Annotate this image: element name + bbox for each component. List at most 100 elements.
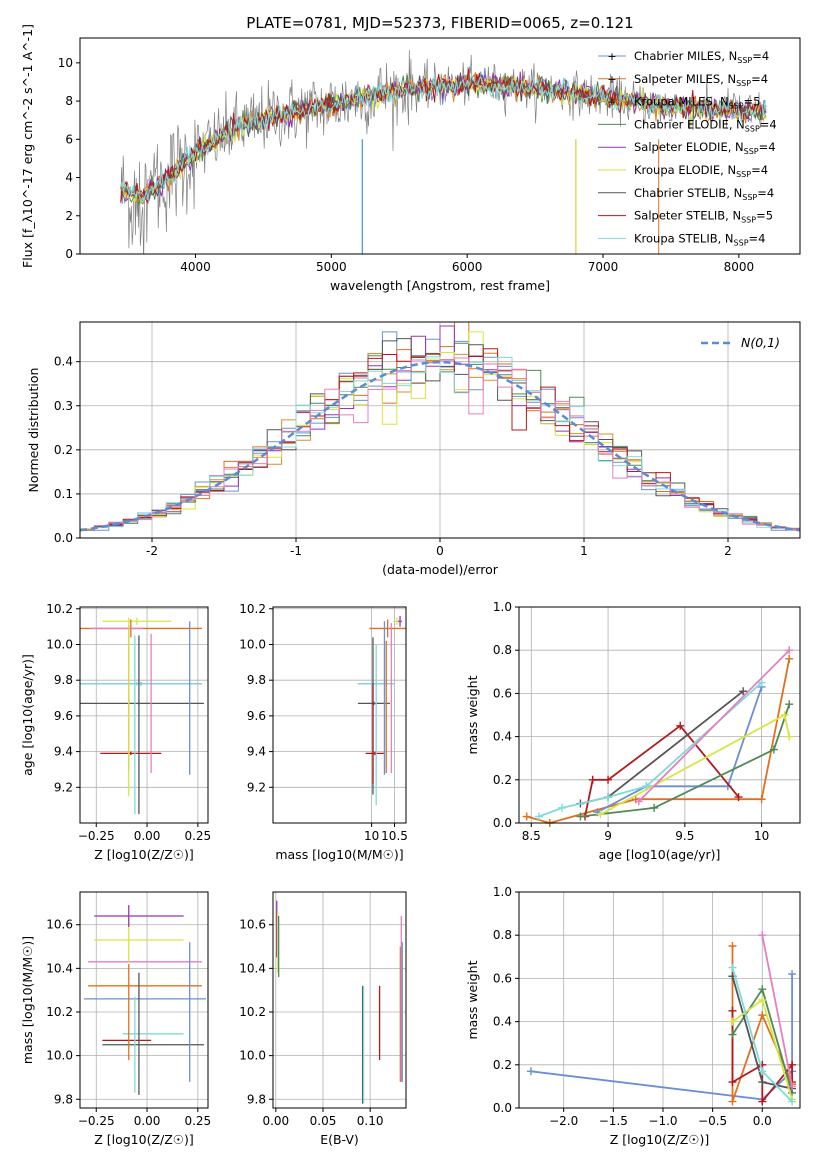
y-tick-label: 10.0 [239, 637, 266, 651]
legend-entry: Chabrier MILES, NSSP=4 [634, 49, 769, 65]
mass-weight-marker [576, 812, 585, 821]
normal-distribution-curve [80, 360, 800, 532]
y-tick-label: 0.2 [493, 1058, 512, 1072]
mass-weight-marker [758, 1097, 767, 1106]
legend-entry: Kroupa MILES, NSSP=5 [634, 95, 760, 111]
x-tick-label: 7000 [588, 260, 619, 274]
y-tick-label: 9.6 [54, 709, 73, 723]
y-tick-label: 9.8 [54, 673, 73, 687]
legend-marker: + [607, 73, 616, 86]
y-tick-label: 10.2 [46, 1005, 73, 1019]
y-tick-label: 0.4 [493, 730, 512, 744]
x-tick-label: 8.5 [522, 829, 541, 843]
mass-weight-marker [728, 1006, 737, 1015]
x-tick-label: 10 [754, 829, 769, 843]
x-tick-label: −1.5 [599, 1114, 628, 1128]
y-tick-label: 1.0 [493, 885, 512, 899]
y-tick-label: 10.0 [46, 1049, 73, 1063]
spectrum-legend: + Chabrier MILES, NSSP=4 + Salpeter MILES, … [598, 49, 777, 247]
y-tick-label: 0.2 [54, 443, 73, 457]
mass-weight-marker [728, 1097, 737, 1106]
y-tick-label: 0.4 [493, 1015, 512, 1029]
mass-weight-vs-metallicity-panel: −2.0 −1.5 −1.0 −0.5 0.0 0.0 0.2 0.4 0.6 0.8 1.0 Z [… [465, 885, 801, 1147]
mass-weight-vs-age-panel: 8.5 9 9.5 10 0.0 0.2 0.4 0.6 0.8 1.0 age [log10(ag… [465, 600, 801, 862]
mass-weight-marker [522, 812, 531, 821]
y-tick-label: 10.2 [239, 1005, 266, 1019]
y-tick-label: 0.2 [493, 773, 512, 787]
legend-marker: + [607, 96, 616, 109]
x-tick-label: 0.25 [184, 1114, 211, 1128]
mass-weight-marker [758, 1078, 767, 1087]
x-axis-label: mass [log10(M/M☉)] [275, 847, 403, 862]
mass-weight-marker [650, 803, 659, 812]
plot-area [80, 322, 800, 538]
x-tick-label: 0.00 [262, 1114, 289, 1128]
y-tick-label: 10.2 [239, 602, 266, 616]
axes-frame [79, 891, 209, 1109]
y-tick-label: 9.2 [247, 780, 266, 794]
histogram-step [80, 356, 800, 538]
y-tick-label: 4 [65, 171, 73, 185]
mass-weight-marker [596, 810, 605, 819]
x-tick-label: 0.00 [134, 1114, 161, 1128]
plot-area [276, 900, 403, 1104]
y-tick-label: 0 [65, 247, 73, 261]
legend-entry: Kroupa STELIB, NSSP=4 [634, 231, 765, 247]
axes-frame [79, 606, 209, 824]
mass-weight-marker [634, 797, 643, 806]
y-tick-label: 10.6 [239, 918, 266, 932]
y-tick-label: 9.4 [54, 745, 73, 759]
y-tick-label: 10.4 [46, 961, 73, 975]
legend-marker: + [607, 50, 616, 63]
y-axis-label: mass weight [465, 675, 480, 754]
y-tick-label: 8 [65, 94, 73, 108]
legend-entry: Chabrier ELODIE, NSSP=4 [634, 117, 777, 133]
x-tick-label: -2 [146, 544, 158, 558]
y-tick-label: 0.4 [54, 355, 73, 369]
x-axis-label: E(B-V) [320, 1132, 359, 1147]
axes-frame [518, 606, 801, 824]
y-tick-label: 6 [65, 132, 73, 146]
mass-weight-marker [739, 687, 748, 696]
mass-weight-marker [785, 646, 794, 655]
mass-weight-marker [526, 1067, 535, 1076]
mass-weight-line [638, 649, 790, 803]
y-tick-label: 0.3 [54, 399, 73, 413]
y-tick-label: 9.8 [247, 673, 266, 687]
x-tick-label: 2 [724, 544, 732, 558]
x-axis-label: wavelength [Angstrom, rest frame] [330, 278, 550, 293]
mass-weight-marker [785, 732, 794, 741]
x-tick-label: 4000 [180, 260, 211, 274]
y-tick-label: 10.2 [46, 602, 73, 616]
mass-weight-marker [728, 1030, 737, 1039]
x-tick-label: 8000 [724, 260, 755, 274]
figure-title: PLATE=0781, MJD=52373, FIBERID=0065, z=0… [246, 14, 633, 32]
y-axis-label: Normed distribution [26, 368, 41, 493]
histogram-step [80, 357, 800, 538]
plot-area [522, 646, 794, 827]
x-tick-label: −2.0 [549, 1114, 578, 1128]
plot-area [526, 931, 797, 1106]
plot-area [357, 615, 406, 806]
y-axis-label: mass [log10(M/M☉)] [20, 936, 35, 1064]
axes-frame [518, 891, 801, 1109]
x-axis-label: age [log10(age/yr)] [599, 847, 721, 862]
plot-area [84, 905, 206, 1095]
y-axis-label: mass weight [465, 960, 480, 1039]
x-tick-label: 0.05 [310, 1114, 337, 1128]
mass-weight-marker [757, 795, 766, 804]
mass-weight-marker [758, 1067, 767, 1076]
y-axis-label: Flux [f_λ10^-17 erg cm^-2 s^-1 A^-1] [20, 24, 35, 268]
mass-weight-marker [734, 793, 743, 802]
y-tick-label: 10.0 [46, 637, 73, 651]
x-tick-label: 10.5 [381, 829, 408, 843]
y-tick-label: 0.0 [54, 531, 73, 545]
y-tick-label: 10.0 [239, 1049, 266, 1063]
mass-weight-marker [788, 1097, 797, 1106]
mass-weight-marker [728, 1017, 737, 1026]
y-tick-label: 0.8 [493, 643, 512, 657]
mass-weight-marker [785, 654, 794, 663]
axes-frame [272, 891, 407, 1109]
y-tick-label: 0.1 [54, 487, 73, 501]
